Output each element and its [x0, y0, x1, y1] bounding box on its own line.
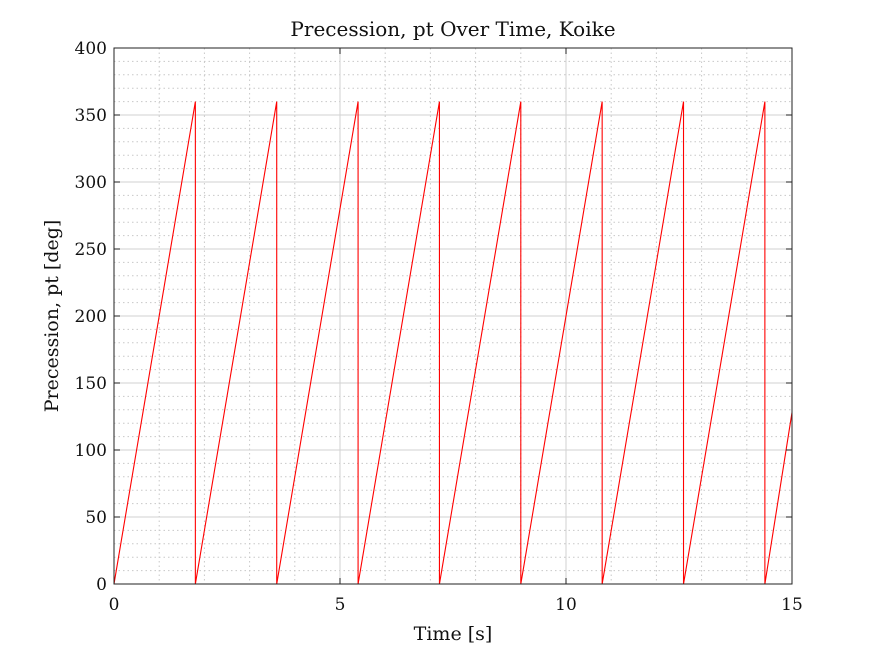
- x-tick-label: 15: [781, 595, 803, 615]
- y-tick-label: 400: [75, 39, 107, 59]
- x-tick-label: 10: [555, 595, 577, 615]
- y-axis-label: Precession, pt [deg]: [41, 220, 63, 413]
- y-tick-label: 0: [96, 575, 107, 595]
- x-tick-label: 0: [109, 595, 120, 615]
- series-layer: [113, 101, 793, 585]
- minor-grid: [114, 48, 792, 584]
- series-line-1: [113, 101, 793, 585]
- x-tick-label: 5: [335, 595, 346, 615]
- y-tick-label: 50: [85, 508, 107, 528]
- y-tick-label: 250: [75, 240, 107, 260]
- y-tick-label: 300: [75, 173, 107, 193]
- x-axis-label: Time [s]: [414, 623, 493, 645]
- y-tick-label: 350: [75, 106, 107, 126]
- y-tick-label: 150: [75, 374, 107, 394]
- chart-title: Precession, pt Over Time, Koike: [290, 17, 615, 41]
- y-tick-label: 200: [75, 307, 107, 327]
- tick-marks: [113, 47, 793, 585]
- y-tick-label: 100: [75, 441, 107, 461]
